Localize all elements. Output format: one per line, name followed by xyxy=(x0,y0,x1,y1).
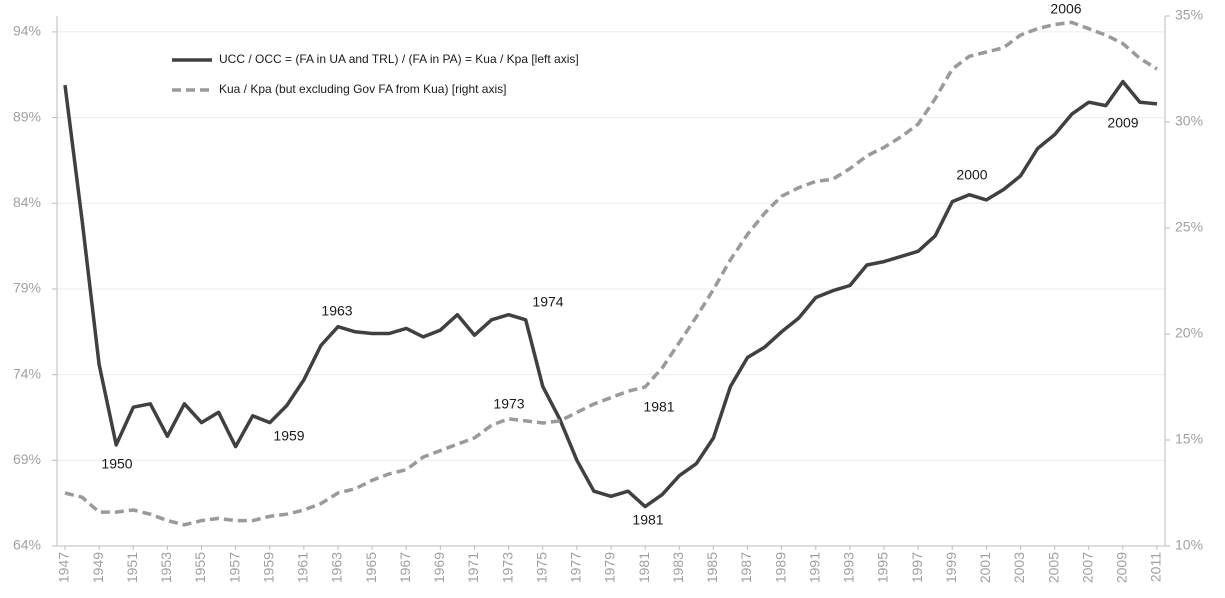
x-tick-label: 2011 xyxy=(1148,552,1164,582)
y-tick-label: 84% xyxy=(13,194,41,210)
series-line xyxy=(63,79,1158,509)
x-tick-label: 1953 xyxy=(158,552,174,583)
x-tick-label: 1951 xyxy=(124,552,140,583)
x-tick-label: 1977 xyxy=(568,552,584,583)
x-tick-label: 1969 xyxy=(431,552,447,583)
x-tick-label: 1981 xyxy=(636,552,652,583)
y2-tick-label: 25% xyxy=(1175,219,1203,235)
y-tick-label: 79% xyxy=(13,280,41,296)
x-tick-label: 1975 xyxy=(533,552,549,583)
series-line xyxy=(64,20,1158,527)
x-tick-label: 1973 xyxy=(499,552,515,583)
x-tick-label: 1985 xyxy=(704,552,720,583)
x-tick-label: 2003 xyxy=(1011,552,1027,583)
x-tick-label: 1959 xyxy=(260,552,276,583)
annotation: 1963 xyxy=(321,303,352,319)
annotation: 2009 xyxy=(1107,115,1138,131)
y-tick-label: 69% xyxy=(13,451,41,467)
y-tick-label: 89% xyxy=(13,108,41,124)
x-tick-label: 1987 xyxy=(738,552,754,583)
x-tick-label: 2005 xyxy=(1045,552,1061,583)
x-tick-label: 1957 xyxy=(226,552,242,583)
annotation: 2006 xyxy=(1050,1,1081,17)
x-tick-label: 2009 xyxy=(1114,552,1130,583)
x-tick-label: 1979 xyxy=(602,552,618,583)
y-tick-label: 94% xyxy=(13,23,41,39)
x-tick-label: 1947 xyxy=(56,552,72,583)
x-tick-label: 1949 xyxy=(90,552,106,583)
y2-tick-label: 35% xyxy=(1175,7,1203,23)
x-tick-label: 1989 xyxy=(772,552,788,583)
x-tick-label: 1983 xyxy=(670,552,686,583)
x-tick-label: 1993 xyxy=(841,552,857,583)
annotation: 1974 xyxy=(532,294,563,310)
annotation: 1950 xyxy=(101,456,132,472)
annotation: 1981 xyxy=(632,512,663,528)
y2-tick-label: 20% xyxy=(1175,325,1203,341)
x-tick-label: 1967 xyxy=(397,552,413,583)
x-tick-label: 1999 xyxy=(943,552,959,583)
y-tick-label: 64% xyxy=(13,537,41,553)
y2-tick-label: 15% xyxy=(1175,431,1203,447)
x-tick-label: 1955 xyxy=(192,552,208,583)
annotation: 1973 xyxy=(493,396,524,412)
x-tick-label: 1971 xyxy=(465,552,481,583)
annotation: 1981 xyxy=(643,399,674,415)
x-tick-label: 1963 xyxy=(329,552,345,583)
y2-tick-label: 10% xyxy=(1175,537,1203,553)
y2-tick-label: 30% xyxy=(1175,113,1203,129)
y-tick-label: 74% xyxy=(13,365,41,381)
x-tick-label: 2001 xyxy=(977,552,993,583)
x-tick-label: 1961 xyxy=(295,552,311,583)
x-tick-label: 1997 xyxy=(909,552,925,583)
annotation: 1959 xyxy=(273,428,304,444)
legend-label: Kua / Kpa (but excluding Gov FA from Kua… xyxy=(219,82,506,96)
legend-label: UCC / OCC = (FA in UA and TRL) / (FA in … xyxy=(219,52,579,66)
x-tick-label: 1991 xyxy=(806,552,822,583)
x-tick-label: 2007 xyxy=(1079,552,1095,583)
annotation: 2000 xyxy=(956,167,987,183)
x-tick-label: 1965 xyxy=(363,552,379,583)
x-tick-label: 1995 xyxy=(875,552,891,583)
